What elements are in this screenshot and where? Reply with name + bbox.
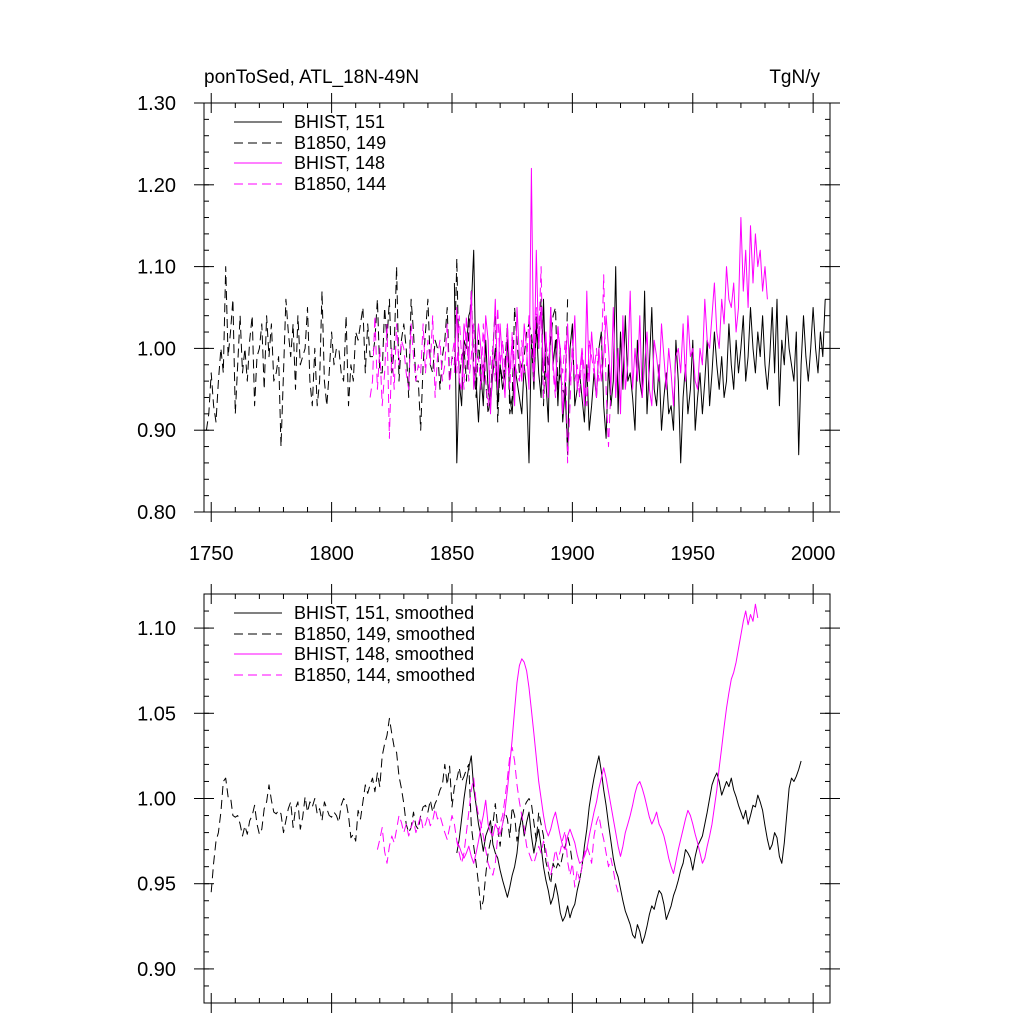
y-tick-label: 1.10	[137, 257, 176, 279]
bottom-panel: 0.90 0.95 1.00 1.05 1.10 BHIST, 151, smoothe…	[137, 584, 840, 1013]
series-line-b1850-144	[369, 266, 612, 464]
legend-label: B1850, 149, smoothed	[294, 624, 475, 644]
series-line-b1850-144-smoothed	[376, 746, 619, 893]
series-line-bhist-148	[453, 167, 768, 415]
legend-entry: B1850, 144	[234, 174, 386, 194]
chart-title: ponToSed, ATL_18N-49N	[204, 67, 419, 88]
legend-entry: BHIST, 148	[234, 153, 385, 173]
x-tick-label: 1850	[430, 543, 475, 565]
legend-label: BHIST, 148	[294, 153, 385, 173]
units-label: TgN/y	[769, 67, 820, 88]
legend-top: BHIST, 151 B1850, 149 BHIST, 148 B1850, …	[234, 112, 386, 194]
series-line-bhist-148-smoothed	[456, 603, 759, 874]
series-line-b1850-149-smoothed	[210, 717, 573, 910]
series-layer-top	[205, 167, 826, 464]
y-tick-label: 1.30	[137, 93, 176, 115]
y-tick-label: 0.90	[137, 959, 176, 981]
y-tick-label: 0.80	[137, 502, 176, 524]
y-tick-label: 1.20	[137, 175, 176, 197]
legend-bottom: BHIST, 151, smoothed B1850, 149, smoothe…	[234, 603, 475, 685]
legend-label: BHIST, 151, smoothed	[294, 603, 474, 623]
series-layer-bottom	[210, 603, 802, 944]
legend-label: BHIST, 151	[294, 112, 385, 132]
y-tick-label: 0.95	[137, 874, 176, 896]
legend-label: B1850, 149	[294, 133, 386, 153]
y-tick-label: 0.90	[137, 420, 176, 442]
legend-entry: BHIST, 151, smoothed	[234, 603, 474, 623]
legend-entry: BHIST, 151	[234, 112, 385, 132]
plot-frame-top	[203, 102, 831, 513]
legend-entry: B1850, 149	[234, 133, 386, 153]
x-tick-label: 1800	[309, 543, 354, 565]
series-line-bhist-151	[453, 249, 826, 464]
axis-ticks-bottom: 0.90 0.95 1.00 1.05 1.10	[137, 584, 840, 1013]
series-line-bhist-151-smoothed	[456, 755, 802, 944]
y-tick-label: 1.00	[137, 789, 176, 811]
legend-entry: BHIST, 148, smoothed	[234, 644, 474, 664]
y-tick-label: 1.05	[137, 703, 176, 725]
legend-label: B1850, 144, smoothed	[294, 665, 475, 685]
axis-ticks-top: 1750 1800 1850 1900 1950 2000 0.80 0.90 1.00 1.10…	[137, 93, 840, 565]
top-panel: ponToSed, ATL_18N-49N TgN/y 1750 1800 1850…	[137, 67, 840, 565]
x-tick-label: 2000	[791, 543, 836, 565]
y-tick-label: 1.10	[137, 618, 176, 640]
legend-label: BHIST, 148, smoothed	[294, 644, 474, 664]
legend-entry: B1850, 149, smoothed	[234, 624, 475, 644]
y-tick-label: 1.00	[137, 338, 176, 360]
legend-label: B1850, 144	[294, 174, 386, 194]
legend-entry: B1850, 144, smoothed	[234, 665, 475, 685]
x-tick-label: 1950	[671, 543, 716, 565]
x-tick-label: 1750	[189, 543, 234, 565]
plot-frame-bottom	[203, 593, 831, 1004]
x-tick-label: 1900	[550, 543, 595, 565]
